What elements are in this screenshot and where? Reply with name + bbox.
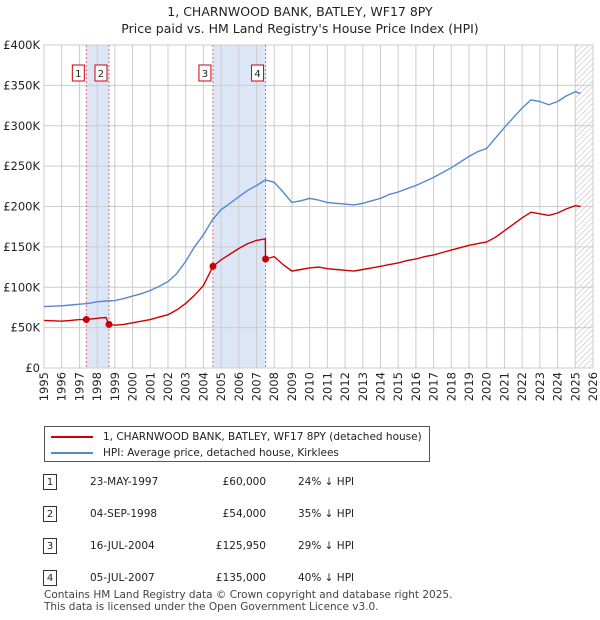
x-tick-label: 2023 — [533, 372, 547, 401]
legend-swatch-hpi — [51, 452, 93, 454]
x-tick-label: 2015 — [391, 372, 405, 401]
x-tick-label: 2022 — [515, 372, 529, 401]
sale-label: 3 — [202, 69, 208, 80]
x-tick-label: 2000 — [126, 372, 140, 401]
sale-label-box — [71, 64, 85, 82]
sale-price: £135,000 — [215, 572, 266, 584]
x-tick-label: 2010 — [303, 372, 317, 401]
sale-label: 4 — [254, 69, 260, 80]
sale-point — [105, 320, 113, 328]
x-tick-label: 2024 — [551, 372, 565, 401]
sale-label: 1 — [75, 69, 81, 80]
x-tick-label: 1996 — [55, 372, 69, 401]
sale-number-badge: 1 — [43, 474, 57, 490]
sale-label-box — [198, 64, 212, 82]
legend: 1, CHARNWOOD BANK, BATLEY, WF17 8PY (det… — [44, 426, 430, 462]
sale-hpi-diff: 35% ↓ HPI — [298, 508, 355, 520]
legend-label-hpi: HPI: Average price, detached house, Kirk… — [103, 447, 339, 459]
sale-row: 3 16-JUL-2004 £125,950 29% ↓ HPI — [40, 538, 440, 556]
legend-item-hpi: HPI: Average price, detached house, Kirk… — [51, 445, 339, 461]
sale-point — [209, 262, 217, 270]
legend-swatch-property — [51, 436, 93, 438]
y-tick-label: £200K — [3, 200, 40, 214]
y-tick-label: £250K — [3, 159, 40, 173]
x-tick-label: 1995 — [37, 372, 51, 401]
x-tick-label: 2026 — [586, 372, 600, 401]
sale-date: 04-SEP-1998 — [90, 508, 158, 520]
x-tick-label: 2020 — [480, 372, 494, 401]
x-tick-label: 1999 — [108, 372, 122, 401]
sale-row: 4 05-JUL-2007 £135,000 40% ↓ HPI — [40, 570, 440, 588]
x-tick-label: 2014 — [373, 372, 387, 401]
x-tick-label: 2012 — [338, 372, 352, 401]
x-tick-label: 2025 — [568, 372, 582, 401]
y-tick-label: £350K — [3, 78, 40, 92]
x-tick-label: 2009 — [285, 372, 299, 401]
x-tick-label: 2002 — [161, 372, 175, 401]
legend-label-property: 1, CHARNWOOD BANK, BATLEY, WF17 8PY (det… — [103, 431, 422, 443]
x-tick-label: 2008 — [267, 372, 281, 401]
x-tick-label: 2017 — [427, 372, 441, 401]
x-tick-label: 2003 — [179, 372, 193, 401]
attribution-footer: Contains HM Land Registry data © Crown c… — [44, 589, 452, 613]
sale-label: 2 — [98, 69, 104, 80]
y-tick-label: £50K — [11, 321, 41, 335]
x-tick-label: 2019 — [462, 372, 476, 401]
legend-item-property: 1, CHARNWOOD BANK, BATLEY, WF17 8PY (det… — [51, 429, 422, 445]
sale-point — [82, 316, 90, 324]
sale-number-badge: 4 — [43, 570, 57, 586]
x-tick-label: 2013 — [356, 372, 370, 401]
sale-row: 2 04-SEP-1998 £54,000 35% ↓ HPI — [40, 506, 440, 524]
sale-hpi-diff: 29% ↓ HPI — [298, 540, 355, 552]
y-tick-label: £400K — [3, 38, 40, 52]
x-tick-label: 2016 — [409, 372, 423, 401]
sale-label-box — [251, 64, 265, 82]
sale-date: 23-MAY-1997 — [90, 476, 159, 488]
sale-price: £125,950 — [215, 540, 266, 552]
sale-date: 05-JUL-2007 — [90, 572, 155, 584]
x-tick-label: 1997 — [72, 372, 86, 401]
sale-price: £60,000 — [222, 476, 266, 488]
x-tick-label: 2005 — [214, 372, 228, 401]
sale-hpi-diff: 24% ↓ HPI — [298, 476, 355, 488]
x-tick-label: 2018 — [444, 372, 458, 401]
sale-label-box — [94, 64, 108, 82]
sale-number-badge: 2 — [43, 506, 57, 522]
x-tick-label: 2021 — [497, 372, 511, 401]
x-tick-label: 2006 — [232, 372, 246, 401]
x-tick-label: 1998 — [90, 372, 104, 401]
sale-date: 16-JUL-2004 — [90, 540, 155, 552]
property-price-line — [43, 204, 581, 326]
y-tick-label: £0 — [25, 361, 40, 375]
chart-subtitle: Price paid vs. HM Land Registry's House … — [121, 21, 478, 36]
x-tick-label: 2004 — [196, 372, 210, 401]
y-tick-label: £300K — [3, 119, 40, 133]
sale-point — [262, 255, 270, 263]
price-chart: 1, CHARNWOOD BANK, BATLEY, WF17 8PY Pric… — [3, 4, 600, 401]
license-text: This data is licensed under the Open Gov… — [44, 601, 379, 613]
sale-number-badge: 3 — [43, 538, 57, 554]
chart-title: 1, CHARNWOOD BANK, BATLEY, WF17 8PY — [167, 4, 433, 19]
y-tick-label: £150K — [3, 240, 40, 254]
x-tick-label: 2011 — [320, 372, 334, 401]
copyright-text: Contains HM Land Registry data © Crown c… — [44, 589, 453, 601]
sale-row: 1 23-MAY-1997 £60,000 24% ↓ HPI — [40, 474, 440, 492]
y-tick-label: £100K — [3, 280, 40, 294]
sale-price: £54,000 — [222, 508, 266, 520]
x-tick-label: 2007 — [250, 372, 264, 401]
x-tick-label: 2001 — [143, 372, 157, 401]
hpi-line — [43, 91, 581, 308]
sale-hpi-diff: 40% ↓ HPI — [298, 572, 355, 584]
